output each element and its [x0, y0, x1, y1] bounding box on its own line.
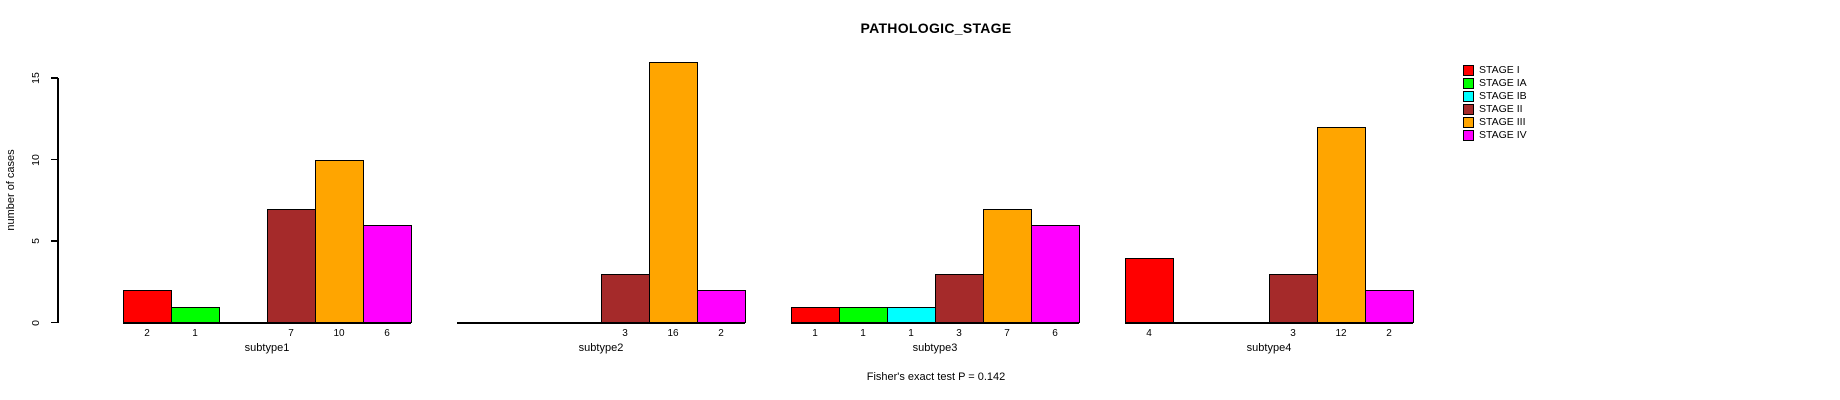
bar-value-label: 4 — [1146, 328, 1152, 339]
x-axis-baseline — [791, 322, 1079, 324]
bar-stage-ii-subtype4 — [1269, 273, 1318, 323]
legend-label: STAGE II — [1479, 103, 1523, 115]
legend-item-stage-ia: STAGE IA — [1463, 77, 1527, 90]
legend-label: STAGE IA — [1479, 77, 1527, 89]
category-label-subtype4: subtype4 — [1246, 342, 1292, 354]
y-axis-tick-label: 15 — [30, 72, 42, 84]
legend-item-stage-iii: STAGE III — [1463, 116, 1527, 129]
bar-value-label: 1 — [908, 328, 914, 339]
legend-label: STAGE IB — [1479, 90, 1527, 102]
legend-swatch-icon — [1463, 104, 1474, 115]
bar-value-label: 1 — [812, 328, 818, 339]
y-axis-tick-label: 10 — [30, 153, 42, 166]
category-label-subtype2: subtype2 — [578, 342, 624, 354]
bar-stage-i-subtype3 — [791, 306, 840, 323]
x-axis-baseline — [123, 322, 411, 324]
bar-value-label: 1 — [192, 328, 198, 339]
bar-stage-iii-subtype3 — [983, 208, 1032, 323]
legend-swatch-icon — [1463, 65, 1474, 76]
bar-stage-iii-subtype1 — [315, 159, 364, 323]
bar-value-label: 12 — [1335, 328, 1347, 339]
bar-value-label: 2 — [144, 328, 150, 339]
bar-stage-ii-subtype2 — [601, 273, 650, 323]
legend-swatch-icon — [1463, 91, 1474, 102]
bar-value-label: 6 — [1052, 328, 1058, 339]
y-axis-title: number of cases — [5, 149, 17, 231]
bar-value-label: 2 — [718, 328, 724, 339]
y-axis-tick — [51, 158, 58, 161]
bar-stage-i-subtype4 — [1125, 257, 1174, 323]
bar-stage-ia-subtype1 — [171, 306, 220, 323]
bar-stage-ii-subtype3 — [935, 273, 984, 323]
stat-annotation: Fisher's exact test P = 0.142 — [866, 371, 1006, 383]
category-label-subtype1: subtype1 — [244, 342, 290, 354]
bar-stage-iv-subtype3 — [1031, 224, 1080, 323]
legend-item-stage-iv: STAGE IV — [1463, 129, 1527, 142]
bar-stage-iii-subtype4 — [1317, 126, 1366, 323]
y-axis-tick — [51, 240, 58, 242]
legend: STAGE I STAGE IA STAGE IB STAGE II STAGE III… — [1463, 64, 1527, 142]
legend-item-stage-ii: STAGE II — [1463, 103, 1527, 116]
bar-value-label: 7 — [288, 328, 294, 339]
legend-label: STAGE I — [1479, 64, 1520, 76]
bar-value-label: 1 — [860, 328, 866, 339]
legend-item-stage-i: STAGE I — [1463, 64, 1527, 77]
bar-stage-iii-subtype2 — [649, 61, 698, 323]
bar-stage-ib-subtype3 — [887, 306, 936, 323]
legend-label: STAGE III — [1479, 116, 1526, 128]
bar-stage-iv-subtype1 — [363, 224, 412, 323]
bar-value-label: 3 — [622, 328, 628, 339]
bar-stage-iv-subtype4 — [1365, 289, 1414, 323]
bar-value-label: 16 — [667, 328, 679, 339]
bar-value-label: 3 — [956, 328, 962, 339]
legend-swatch-icon — [1463, 117, 1474, 128]
legend-label: STAGE IV — [1479, 129, 1527, 141]
bar-value-label: 2 — [1386, 328, 1392, 339]
legend-item-stage-ib: STAGE IB — [1463, 90, 1527, 103]
bar-value-label: 7 — [1004, 328, 1010, 339]
y-axis-tick-label: 5 — [30, 238, 42, 244]
bar-stage-ii-subtype1 — [267, 208, 316, 323]
bar-stage-i-subtype1 — [123, 289, 172, 323]
y-axis-tick-label: 0 — [30, 319, 42, 326]
y-axis-tick — [51, 321, 58, 324]
bar-value-label: 10 — [333, 328, 345, 339]
legend-swatch-icon — [1463, 130, 1474, 141]
y-axis-tick — [51, 77, 58, 79]
bar-stage-iv-subtype2 — [697, 289, 746, 323]
x-axis-baseline — [1125, 322, 1413, 324]
legend-swatch-icon — [1463, 78, 1474, 89]
bar-value-label: 6 — [384, 328, 390, 339]
y-axis-line — [57, 78, 59, 323]
chart-title: PATHOLOGIC_STAGE — [860, 20, 1012, 36]
category-label-subtype3: subtype3 — [912, 342, 958, 354]
x-axis-baseline — [457, 322, 745, 324]
bar-value-label: 3 — [1290, 328, 1296, 339]
bar-stage-ia-subtype3 — [839, 306, 888, 323]
